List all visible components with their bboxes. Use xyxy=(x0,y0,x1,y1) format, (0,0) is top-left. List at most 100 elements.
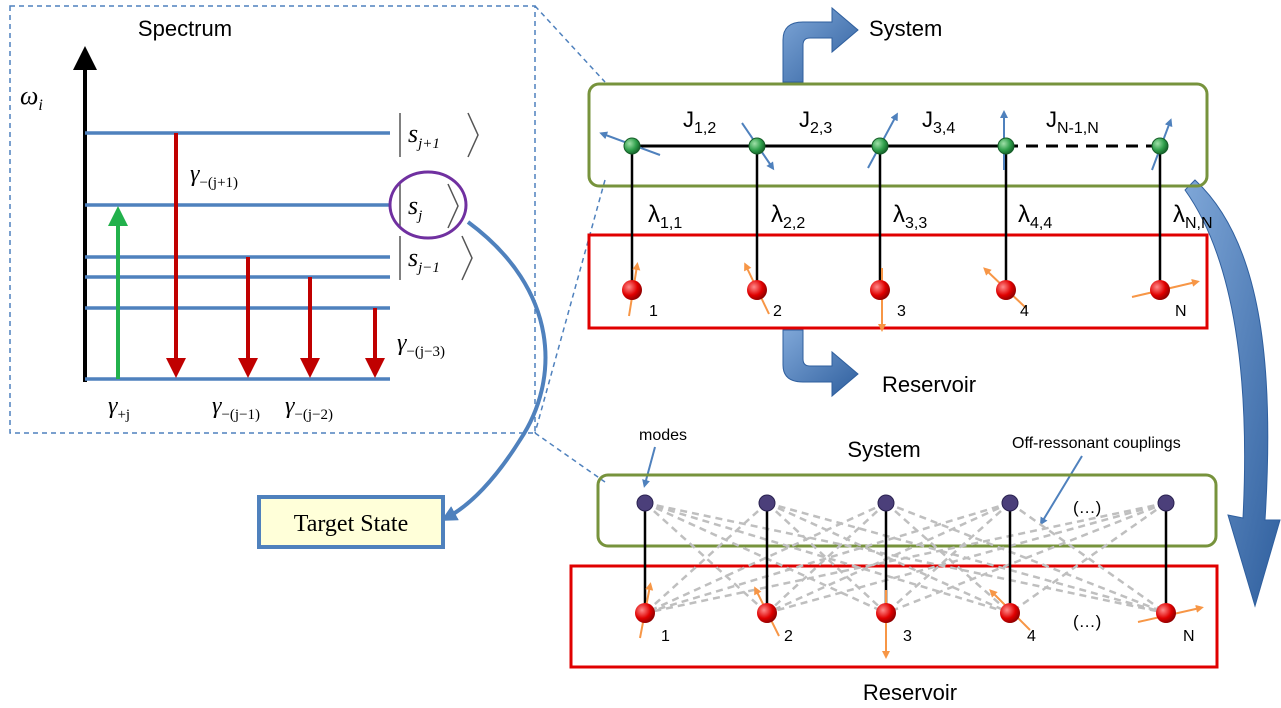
coupling-j-n-1-n: JN-1,N xyxy=(1046,107,1099,137)
top-res-label-3: 3 xyxy=(897,303,906,320)
top-reservoir-box xyxy=(587,233,1209,330)
ket-j: sj xyxy=(399,183,459,229)
target-curve-arrow xyxy=(440,220,548,521)
top-res-label-4: 4 xyxy=(1020,303,1029,320)
coupling-j-3-4: J3,4 xyxy=(922,107,955,137)
modes-pointer xyxy=(642,446,656,488)
spectrum-title: Spectrum xyxy=(138,16,232,41)
system-spin-2 xyxy=(748,137,766,155)
off-resonant-link xyxy=(1009,501,1167,615)
zoom-line-cross xyxy=(534,179,606,434)
energy-axis-label: ωi xyxy=(20,81,43,114)
top-reservoir-spins xyxy=(622,280,1170,300)
system-spin-3 xyxy=(871,137,889,155)
bottom-reservoir-spin-arrows xyxy=(639,582,1204,659)
top-res-spin-3 xyxy=(870,280,890,300)
bottom-reservoir-label: Reservoir xyxy=(863,680,957,705)
bottom-reservoir-box xyxy=(569,564,1219,669)
off-resonant-link xyxy=(644,502,768,614)
ket-j-plus-1: sj+1 xyxy=(399,112,479,158)
top-panel: System Reservoir xyxy=(587,6,1281,608)
top-res-spin-1 xyxy=(622,280,642,300)
mode-node-3 xyxy=(877,494,895,512)
bottom-res-label-n: N xyxy=(1183,628,1195,645)
bottom-res-spin-1 xyxy=(635,603,655,623)
top-res-label-1: 1 xyxy=(649,303,658,320)
gamma-j-minus-2: γ−(j−2) xyxy=(285,393,333,423)
big-arrow-system xyxy=(782,6,859,83)
top-res-spin-n xyxy=(1150,280,1170,300)
lambda-2-2: λ2,2 xyxy=(771,201,805,232)
svg-text:sj: sj xyxy=(408,191,422,224)
gamma-j-plus-1: γ−(j+1) xyxy=(190,161,238,191)
off-resonant-link xyxy=(766,501,1011,615)
mode-node-n xyxy=(1157,494,1175,512)
top-res-spin-4 xyxy=(996,280,1016,300)
gamma-plus-j: γ+j xyxy=(108,393,130,423)
reservoir-ellipsis: (…) xyxy=(1073,612,1101,631)
top-reservoir-label: Reservoir xyxy=(882,372,976,397)
top-system-box xyxy=(587,82,1209,188)
lambda-4-4: λ4,4 xyxy=(1018,201,1052,232)
modes-label: modes xyxy=(639,427,687,444)
mode-node-4 xyxy=(1001,494,1019,512)
bottom-reservoir-spins xyxy=(635,603,1176,623)
zoom-line-upper xyxy=(534,5,606,83)
system-spin-4 xyxy=(997,137,1015,155)
zoom-line-lower xyxy=(534,432,606,483)
lambda-3-3: λ3,3 xyxy=(893,201,927,232)
off-resonant-link xyxy=(644,502,768,614)
mode-nodes xyxy=(636,494,1175,512)
bottom-res-label-1: 1 xyxy=(661,628,670,645)
system-spin-n xyxy=(1151,137,1169,155)
svg-text:sj−1: sj−1 xyxy=(408,243,440,276)
off-resonant-link xyxy=(1009,501,1167,615)
big-arrow-reservoir xyxy=(782,329,859,398)
coupling-j-1-2: J1,2 xyxy=(683,107,716,137)
off-resonant-link xyxy=(885,501,1167,615)
top-res-label-2: 2 xyxy=(773,303,782,320)
ket-j-minus-1: sj−1 xyxy=(399,235,473,281)
top-vertical-links xyxy=(630,146,1162,290)
off-resonant-link xyxy=(644,501,1011,615)
top-res-spin-2 xyxy=(747,280,767,300)
system-spins xyxy=(623,137,1169,155)
svg-text:sj+1: sj+1 xyxy=(408,119,440,152)
bottom-res-spin-3 xyxy=(876,603,896,623)
gamma-j-minus-1: γ−(j−1) xyxy=(212,393,260,423)
top-system-label: System xyxy=(869,16,942,41)
offres-pointer xyxy=(1039,455,1083,526)
mode-node-1 xyxy=(636,494,654,512)
target-state-label: Target State xyxy=(294,511,409,537)
mode-ellipsis: (…) xyxy=(1073,498,1101,517)
bottom-system-label: System xyxy=(847,437,920,462)
top-res-label-n: N xyxy=(1175,303,1187,320)
off-resonant-link xyxy=(766,502,887,614)
bottom-res-label-4: 4 xyxy=(1027,628,1036,645)
off-resonant-link xyxy=(644,501,1167,615)
big-curved-arrow-right xyxy=(1184,179,1281,608)
bottom-res-spin-4 xyxy=(1000,603,1020,623)
bottom-vertical-links xyxy=(643,503,1168,613)
spectrum-panel: Spectrum ωi γ−(j+1) γ−(j−3) xyxy=(9,5,606,483)
target-state-box: Target State xyxy=(257,495,445,549)
target-ket-circle xyxy=(388,170,468,240)
system-spin-1 xyxy=(623,137,641,155)
bottom-res-label-2: 2 xyxy=(784,628,793,645)
bottom-res-spin-n xyxy=(1156,603,1176,623)
offres-label: Off-ressonant couplings xyxy=(1012,435,1181,452)
mode-node-2 xyxy=(758,494,776,512)
energy-levels xyxy=(85,131,390,381)
off-resonant-link xyxy=(644,501,887,615)
bottom-panel: System modes Off-ressonant couplings (…) xyxy=(569,427,1219,705)
off-resonant-link xyxy=(766,501,1167,615)
off-resonant-link xyxy=(644,501,1011,615)
lambda-1-1: λ1,1 xyxy=(648,201,682,232)
gamma-j-minus-3: γ−(j−3) xyxy=(397,330,445,360)
reservoir-spin-arrows xyxy=(628,262,1200,332)
bottom-res-label-3: 3 xyxy=(903,628,912,645)
spectrum-frame xyxy=(9,5,536,434)
off-resonant-link xyxy=(885,502,1011,614)
lambda-n-n: λN,N xyxy=(1173,201,1213,232)
